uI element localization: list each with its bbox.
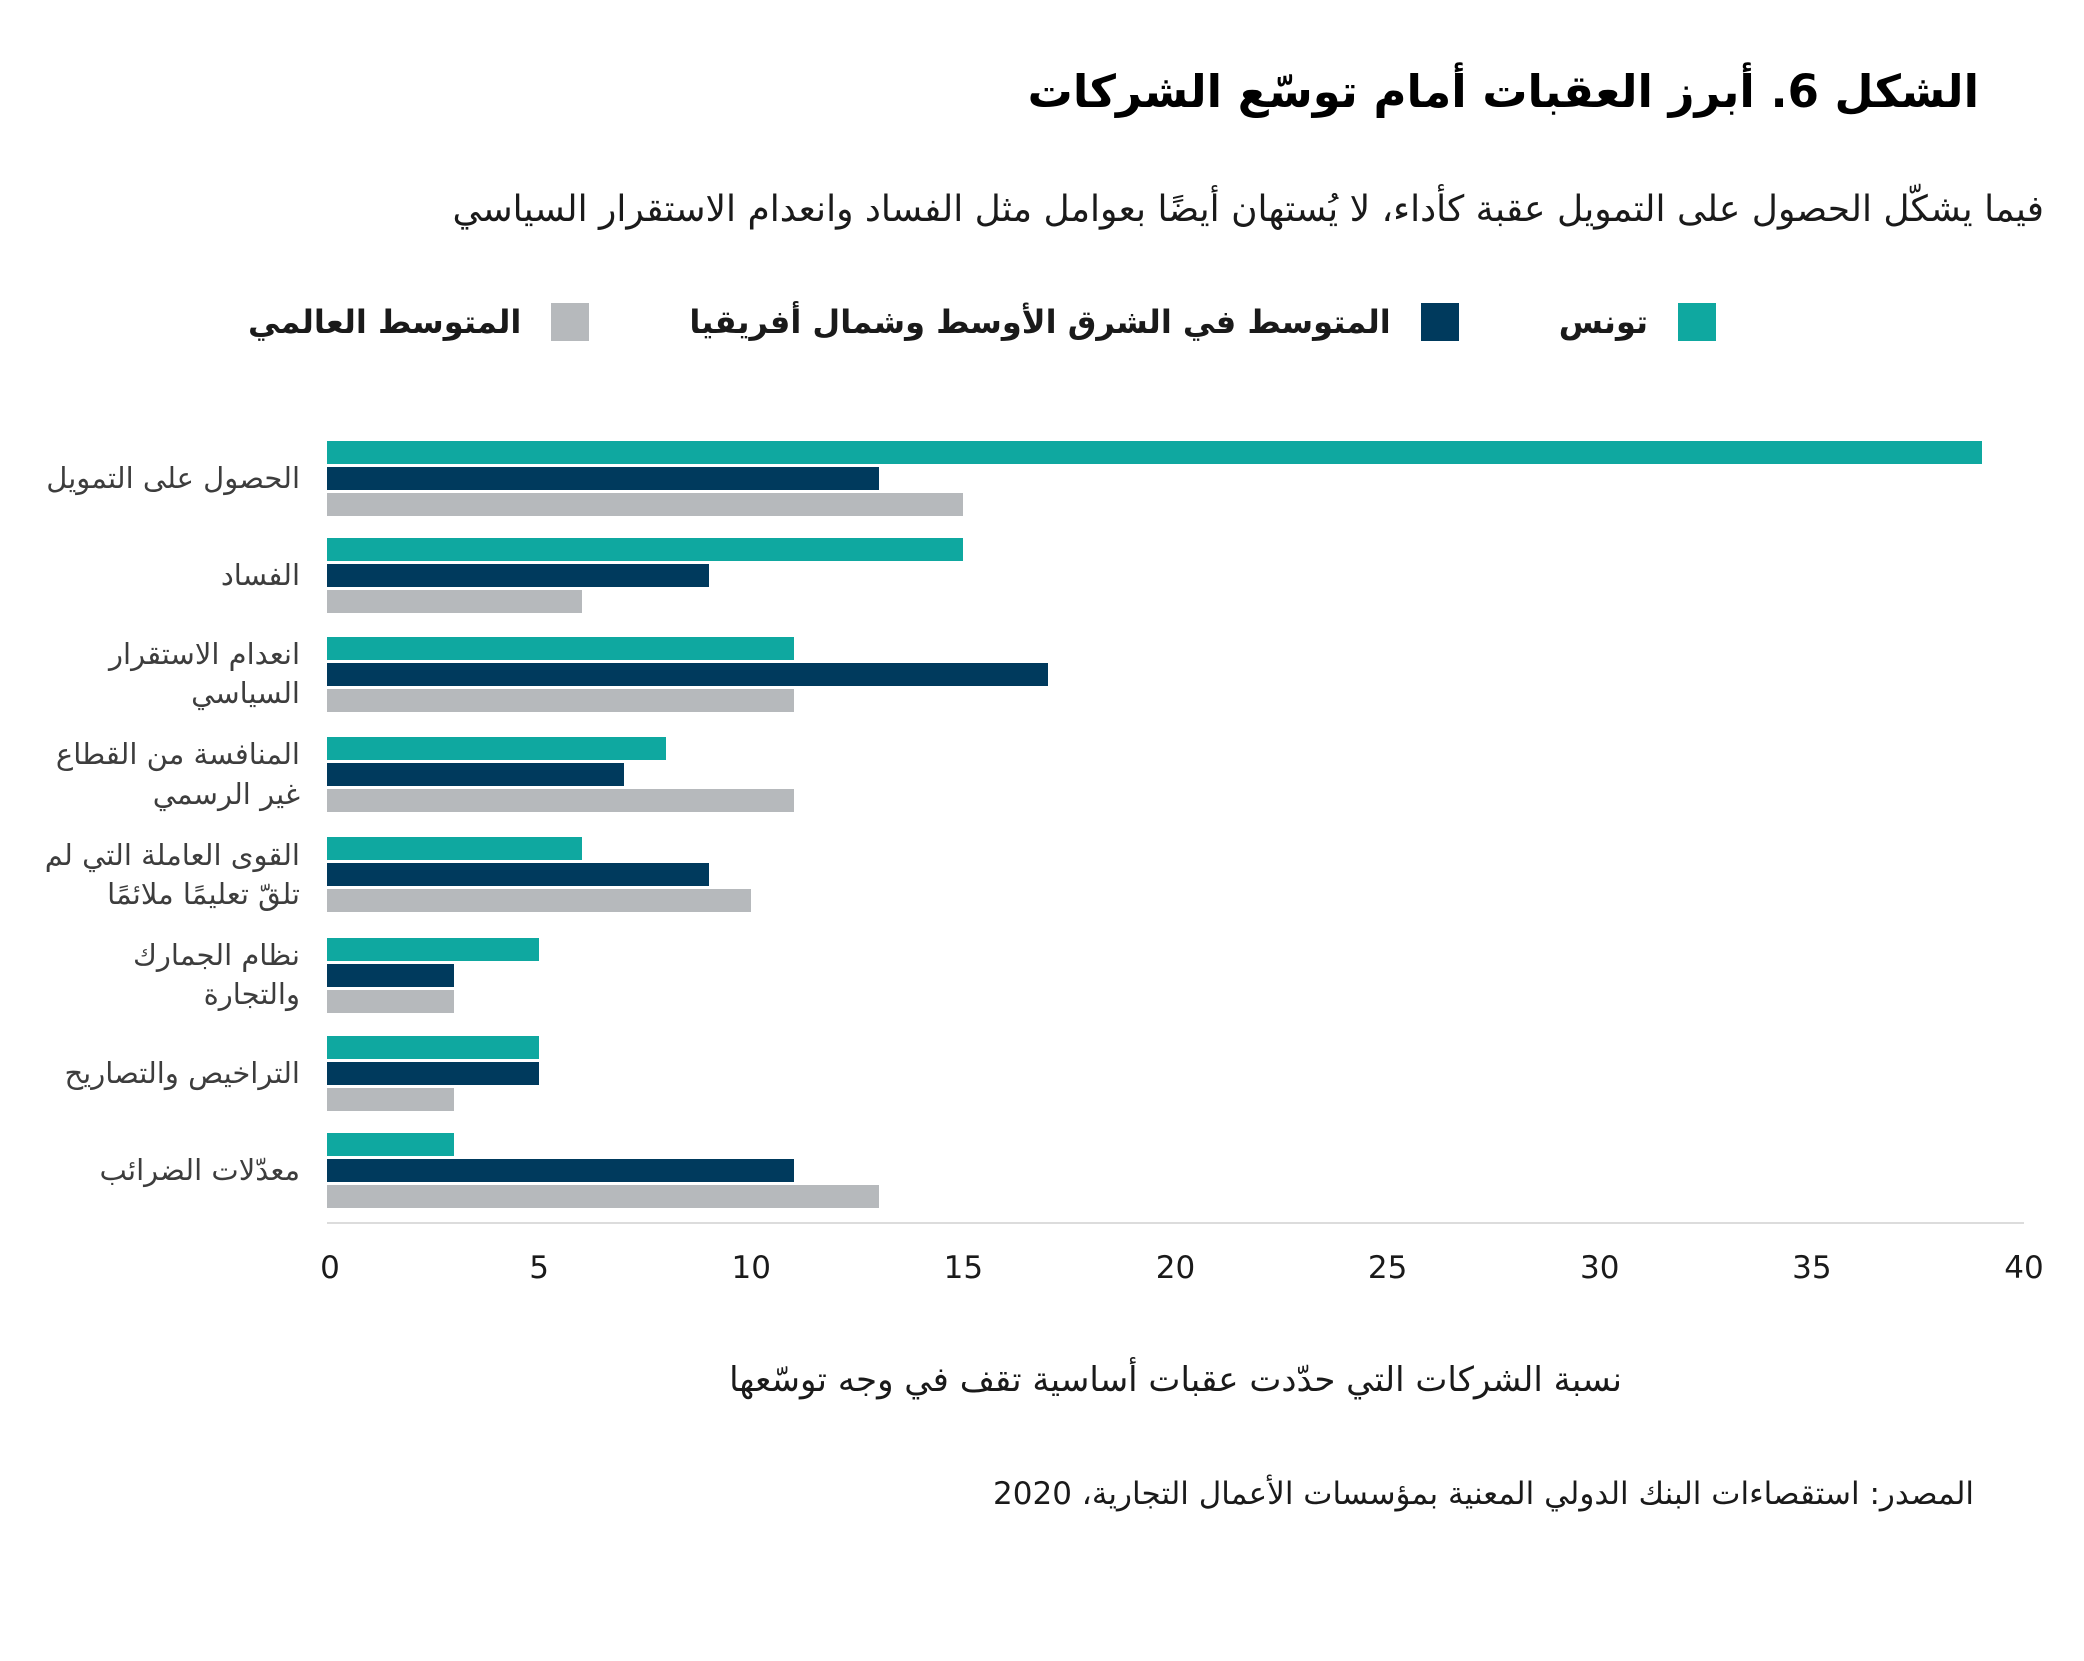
legend-swatch: [1678, 303, 1717, 342]
bar-world-average: [327, 889, 752, 913]
x-axis: 0 5 10 15 20 25 30 35 40: [40, 1222, 2044, 1294]
chart-row: نظام الجمارك والتجارة: [40, 936, 2024, 1014]
legend-label: المتوسط في الشرق الأوسط وشمال أفريقيا: [689, 303, 1391, 342]
x-axis-tick: 25: [1367, 1250, 1408, 1287]
chart-row: الفساد: [40, 538, 2024, 614]
chart-row: القوى العاملة التي لم تلقّ تعليمًا ملائم…: [40, 836, 2024, 914]
bar-group: [327, 837, 2024, 913]
bar-world-average: [327, 989, 455, 1013]
chart-row: انعدام الاستقرار السياسي: [40, 635, 2024, 713]
bar-group: [327, 737, 2024, 813]
bar-tunisia: [327, 538, 964, 562]
x-axis-tick: 15: [943, 1250, 984, 1287]
category-label: انعدام الاستقرار السياسي: [109, 637, 300, 711]
bar-tunisia: [327, 1133, 455, 1157]
x-axis-tick: 20: [1155, 1250, 1196, 1287]
bar-mena-average: [327, 1062, 540, 1086]
axis-spacer: [40, 1222, 327, 1294]
bar-world-average: [327, 688, 794, 712]
x-axis-tick: 5: [529, 1250, 549, 1287]
bar-chart: الحصول على التمويل الفساد انعدام الاستقرار…: [0, 441, 2084, 1294]
chart-row: معدّلات الضرائب: [40, 1133, 2024, 1209]
bar-world-average: [327, 1088, 455, 1112]
bar-group: [327, 636, 2024, 712]
category-label: القوى العاملة التي لم تلقّ تعليمًا ملائم…: [44, 837, 300, 911]
legend-item-mena-average: المتوسط في الشرق الأوسط وشمال أفريقيا: [689, 303, 1459, 342]
chart-row: التراخيص والتصاريح: [40, 1036, 2024, 1112]
x-axis-tick: 35: [1792, 1250, 1832, 1287]
legend-swatch: [551, 303, 590, 342]
bar-tunisia: [327, 1036, 540, 1060]
x-axis-tick: 40: [2004, 1250, 2044, 1287]
bar-group: [327, 441, 2024, 517]
chart-rows: الحصول على التمويل الفساد انعدام الاستقرار…: [40, 441, 2024, 1209]
chart-row: المنافسة من القطاع غير الرسمي: [40, 735, 2024, 813]
legend-swatch: [1420, 303, 1459, 342]
category-label: التراخيص والتصاريح: [64, 1056, 300, 1091]
x-axis-label: نسبة الشركات التي حدّدت عقبات أساسية تقف…: [729, 1360, 1622, 1401]
x-axis-line: 0 5 10 15 20 25 30 35 40: [320, 1222, 2044, 1294]
category-label: الفساد: [220, 558, 300, 593]
bar-mena-average: [327, 662, 1049, 686]
x-axis-tick: 10: [731, 1250, 771, 1287]
bar-world-average: [327, 493, 964, 517]
bar-mena-average: [327, 467, 879, 491]
bar-mena-average: [327, 963, 455, 987]
bar-group: [327, 1133, 2024, 1209]
figure-subtitle: فيما يشكّل الحصول على التمويل عقبة كأداء…: [452, 189, 2045, 231]
legend-label: المتوسط العالمي: [247, 303, 522, 342]
bar-tunisia: [327, 441, 1982, 465]
category-label: نظام الجمارك والتجارة: [133, 937, 300, 1012]
bar-tunisia: [327, 837, 582, 861]
figure-title: الشكل 6. أبرز العقبات أمام توسّع الشركات: [1027, 65, 1979, 118]
bar-world-average: [327, 590, 582, 614]
bar-mena-average: [327, 863, 709, 887]
bar-mena-average: [327, 1159, 794, 1183]
bar-world-average: [327, 789, 794, 813]
x-axis-tick: 30: [1580, 1250, 1620, 1287]
bar-tunisia: [327, 737, 667, 761]
category-label: المنافسة من القطاع غير الرسمي: [55, 737, 300, 811]
bar-mena-average: [327, 564, 709, 588]
bar-group: [327, 937, 2024, 1013]
bar-world-average: [327, 1185, 879, 1209]
bar-group: [327, 538, 2024, 614]
bar-tunisia: [327, 636, 794, 660]
chart-legend: تونس المتوسط في الشرق الأوسط وشمال أفريقي…: [0, 303, 2084, 342]
category-label: معدّلات الضرائب: [99, 1153, 300, 1188]
chart-row: الحصول على التمويل: [40, 441, 2024, 517]
bar-mena-average: [327, 763, 624, 787]
legend-item-world-average: المتوسط العالمي: [247, 303, 590, 342]
legend-label: تونس: [1558, 303, 1649, 342]
source-note: المصدر: استقصاءات البنك الدولي المعنية ب…: [993, 1476, 1974, 1513]
bar-group: [327, 1036, 2024, 1112]
category-label: الحصول على التمويل: [46, 461, 300, 496]
legend-item-tunisia: تونس: [1558, 303, 1717, 342]
bar-tunisia: [327, 937, 540, 961]
x-axis-tick: 0: [320, 1250, 340, 1287]
